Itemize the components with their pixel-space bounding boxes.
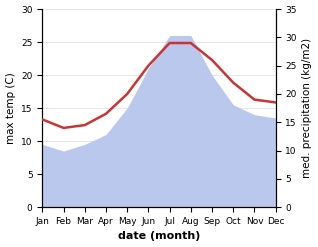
X-axis label: date (month): date (month)	[118, 231, 200, 242]
Y-axis label: max temp (C): max temp (C)	[5, 72, 16, 144]
Y-axis label: med. precipitation (kg/m2): med. precipitation (kg/m2)	[302, 38, 313, 178]
